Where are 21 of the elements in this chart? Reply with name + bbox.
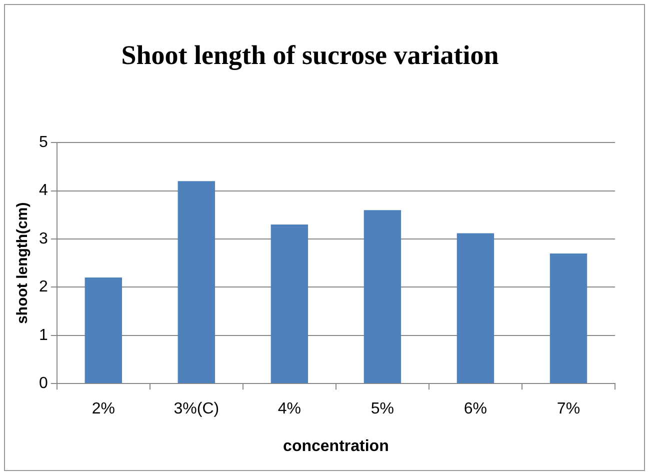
chart-title: Shoot length of sucrose variation bbox=[120, 39, 500, 72]
x-axis-title: concentration bbox=[283, 438, 389, 455]
y-tick-label: 0 bbox=[38, 375, 48, 392]
bar bbox=[84, 278, 122, 384]
y-tick-label: 1 bbox=[38, 326, 48, 344]
x-tick-label: 7% bbox=[556, 400, 580, 418]
y-tick-label: 5 bbox=[38, 134, 48, 152]
bar bbox=[456, 233, 494, 384]
x-tick-label: 4% bbox=[278, 400, 302, 418]
bar bbox=[364, 210, 402, 384]
bar bbox=[550, 253, 588, 384]
x-tick-label: 2% bbox=[92, 400, 115, 418]
y-axis-title: shoot length(cm) bbox=[14, 202, 32, 324]
bar bbox=[270, 224, 308, 384]
x-tick-label: 3%(C) bbox=[174, 400, 220, 418]
x-tick-label: 5% bbox=[370, 400, 394, 418]
y-tick-label: 2 bbox=[38, 278, 48, 296]
bar bbox=[178, 181, 216, 384]
y-tick-label: 4 bbox=[38, 182, 48, 200]
y-tick-label: 3 bbox=[38, 230, 48, 248]
x-tick-label: 6% bbox=[464, 400, 488, 418]
